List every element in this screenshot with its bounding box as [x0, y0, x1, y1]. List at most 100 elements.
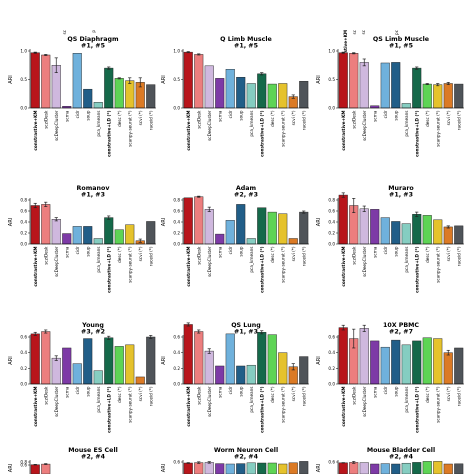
bar-scanpy-seurat [433, 338, 443, 385]
bar-scvi [135, 376, 145, 385]
chart-title: QS Lung [231, 322, 261, 329]
y-tick-label: 0.4 [173, 220, 180, 225]
bar-pca-kmeans [93, 102, 103, 109]
bar-desc [422, 215, 432, 245]
chart-subtitle: #1, #3 [81, 192, 105, 199]
y-axis-label: ARI [8, 356, 14, 364]
x-tick-label: scanpy-seurat (*) [280, 110, 285, 147]
chart-mouse-es-cell: Mouse ES Cell#2, #4 0.60.8 ARI [8, 447, 118, 474]
bar-scdeepcluster [359, 328, 369, 385]
bar-scdeepcluster [51, 219, 61, 245]
y-tick-label: 0.2 [173, 231, 180, 236]
y-axis-label: ARI [161, 75, 167, 83]
x-tick-label: desc (*) [117, 110, 122, 127]
bar-constrastive-km [338, 52, 348, 109]
bar-constrastive-km [338, 462, 348, 474]
bar-scvi [443, 352, 453, 385]
chart-romanov: Romanov#1, #3 constrastive+KM scziDesk scDe… [8, 185, 156, 293]
bar-pca-kmeans [246, 83, 256, 109]
x-tick-label: raceid (*) [301, 386, 306, 406]
bar-scrna [370, 105, 380, 109]
bar-constrastive-km [338, 327, 348, 385]
bar-constrastive-km [30, 333, 40, 385]
x-tick-label: raceid (*) [301, 246, 306, 266]
y-tick-label: 0.4 [20, 350, 27, 355]
bar-soup [391, 463, 401, 474]
x-tick-label: pca_kmeans [96, 387, 101, 413]
chart-q-limb-muscle: Q Limb Muscle#1, #5 constrastive+KM scziDe… [161, 36, 309, 157]
x-tick-label: desc (*) [425, 386, 430, 403]
y-tick-label: 0.0 [20, 382, 27, 387]
x-tick-label-fragment: sc [352, 29, 357, 34]
x-tick-label: scDeepCluster [362, 110, 367, 141]
bar-cidr [225, 220, 235, 245]
x-tick-label: cidr [228, 386, 233, 394]
x-tick-label: raceid (*) [148, 110, 153, 130]
bar-scvi [443, 226, 453, 245]
bar-raceid [146, 336, 156, 385]
chart-title: Adam [236, 185, 257, 192]
y-tick-label: 0.0 [173, 106, 180, 111]
bar-scrna [370, 463, 380, 474]
bar-pca-kmeans [401, 462, 411, 474]
bar-desc [114, 346, 124, 385]
x-tick-label: raceid (*) [456, 386, 461, 406]
bar-desc [267, 83, 277, 109]
x-tick-label: scDeepCluster [207, 246, 212, 277]
x-tick-label: scvi (*) [138, 386, 143, 401]
bar-cidr [380, 463, 390, 474]
x-tick-label: pca_kmeans [249, 247, 254, 273]
bar-scrna [215, 365, 225, 385]
y-axis-label: ARI [161, 218, 167, 226]
bar-soup [391, 62, 401, 109]
x-tick-label: scrna [372, 386, 377, 398]
y-tick-label: 0.6 [173, 335, 180, 340]
bar-constrastive-km [183, 197, 193, 245]
x-tick-label: scvi (*) [291, 246, 296, 261]
chart-subtitle: #1, #3 [389, 192, 413, 199]
x-tick-label: raceid (*) [456, 110, 461, 130]
x-tick-label: scrna [64, 386, 69, 398]
y-axis-label: ARI [316, 75, 322, 83]
x-tick-label: constrastive+KM [341, 111, 346, 151]
x-tick-label: constrastive+KM [33, 387, 38, 427]
bar-scanpy-seurat [278, 463, 288, 474]
bar-cidr [72, 226, 82, 245]
y-axis-label: ARI [8, 218, 14, 226]
chart-subtitle: #2, #3 [234, 192, 258, 199]
bar-sczidesk [349, 462, 359, 474]
y-tick-label: 0.8 [328, 198, 335, 203]
x-tick-label: constrastive+KM [33, 247, 38, 287]
bar-cidr [225, 69, 235, 109]
x-tick-label: pca_kmeans [96, 111, 101, 137]
x-tick-label: desc (*) [425, 110, 430, 127]
bar-scdeepcluster [359, 62, 369, 109]
x-tick-label: constrastive+LD (*) [414, 386, 419, 432]
bar-scdeepcluster [359, 462, 369, 474]
chart-qs-limb-muscle: QS Limb Muscle#1, #5 constrastive+KM scziD… [316, 36, 464, 157]
x-tick-label: scrna [217, 386, 222, 398]
x-tick-label: scziDesk [351, 110, 356, 129]
bar-constrastive-ld [412, 462, 422, 474]
y-axis-label: ARI [316, 464, 322, 472]
x-tick-label: constrastive+KM [341, 387, 346, 427]
x-tick-label: constrastive+LD (*) [106, 246, 111, 292]
y-tick-label: 1.0 [20, 49, 27, 54]
bar-desc [114, 78, 124, 109]
y-tick-label: 0.6 [173, 460, 180, 465]
chart-title: Q Limb Muscle [220, 36, 272, 43]
x-tick-label: scvi (*) [446, 246, 451, 261]
x-tick-label: soup [85, 110, 90, 120]
chart-title: Mouse Bladder Cell [367, 447, 435, 454]
y-axis-label: ARI [8, 464, 14, 472]
bar-constrastive-ld [104, 217, 114, 245]
bar-sczidesk [41, 331, 51, 385]
bar-scdeepcluster [204, 209, 214, 245]
bar-scvi [288, 238, 298, 245]
bar-raceid [454, 225, 464, 245]
chart-subtitle: #1, #3 [234, 329, 258, 336]
x-tick-label: scrna [372, 246, 377, 258]
x-tick-label: soup [238, 386, 243, 396]
